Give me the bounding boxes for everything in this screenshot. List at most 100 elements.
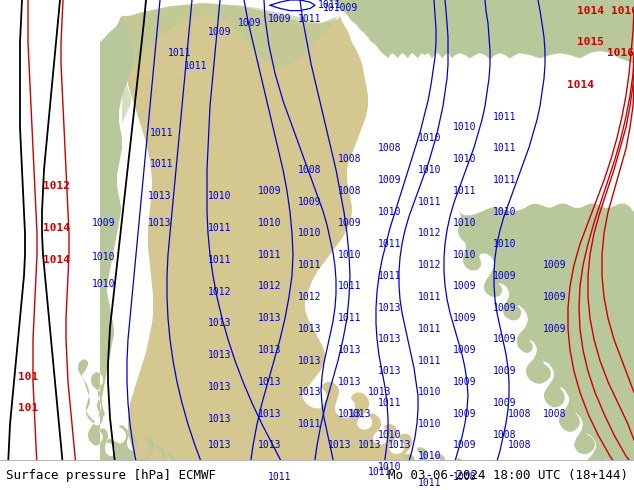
Text: 1011: 1011 xyxy=(298,14,321,24)
Text: Surface pressure [hPa] ECMWF: Surface pressure [hPa] ECMWF xyxy=(6,468,216,482)
Text: 1012: 1012 xyxy=(258,281,281,292)
Text: 1012: 1012 xyxy=(418,228,442,238)
Text: 1010: 1010 xyxy=(378,462,402,472)
Text: 1013: 1013 xyxy=(258,377,281,387)
Text: 1009: 1009 xyxy=(238,18,262,28)
Text: 1013: 1013 xyxy=(208,414,232,424)
Text: 1009: 1009 xyxy=(493,366,517,376)
Text: 1011: 1011 xyxy=(150,159,174,170)
Text: 101: 101 xyxy=(18,371,38,382)
Text: 1008: 1008 xyxy=(508,441,532,450)
Polygon shape xyxy=(333,0,634,64)
Text: 1011: 1011 xyxy=(418,196,442,206)
Text: 1010: 1010 xyxy=(93,252,116,262)
Polygon shape xyxy=(404,204,634,490)
Text: 1011: 1011 xyxy=(258,249,281,260)
Text: 1009: 1009 xyxy=(208,27,232,37)
Text: 1010: 1010 xyxy=(453,218,477,228)
Polygon shape xyxy=(122,3,466,490)
Text: 1012: 1012 xyxy=(298,292,321,302)
Text: 1009: 1009 xyxy=(493,303,517,313)
Text: 1011: 1011 xyxy=(168,48,191,58)
Text: 1013: 1013 xyxy=(258,409,281,418)
Text: 1010: 1010 xyxy=(453,154,477,164)
Text: 1010: 1010 xyxy=(418,133,442,143)
Text: 1009: 1009 xyxy=(453,377,477,387)
Text: 1012: 1012 xyxy=(42,181,70,191)
Text: 1009: 1009 xyxy=(453,345,477,355)
Text: 1009: 1009 xyxy=(543,292,567,302)
Text: 1011: 1011 xyxy=(184,61,208,71)
Text: 1008: 1008 xyxy=(508,409,532,418)
Text: 1011: 1011 xyxy=(418,324,442,334)
Text: 1008: 1008 xyxy=(339,186,362,196)
Text: 1011: 1011 xyxy=(418,478,442,488)
Text: 1011: 1011 xyxy=(378,271,402,281)
Text: 1013: 1013 xyxy=(258,313,281,323)
Text: 1010: 1010 xyxy=(418,451,442,461)
Text: 1009: 1009 xyxy=(453,441,477,450)
Text: 1008: 1008 xyxy=(453,472,477,482)
Text: 1011: 1011 xyxy=(378,239,402,249)
Text: 1011: 1011 xyxy=(208,223,232,233)
Text: 1011: 1011 xyxy=(208,255,232,265)
Text: 1010: 1010 xyxy=(378,207,402,217)
Text: 1013: 1013 xyxy=(208,350,232,360)
Text: 1011: 1011 xyxy=(418,356,442,366)
Text: 1013: 1013 xyxy=(328,441,352,450)
Text: 1013: 1013 xyxy=(388,441,411,450)
Text: 1013: 1013 xyxy=(148,191,172,201)
Text: 1011: 1011 xyxy=(453,186,477,196)
Text: 1014: 1014 xyxy=(567,80,593,90)
Text: 1012: 1012 xyxy=(208,287,232,296)
Text: 1013: 1013 xyxy=(348,409,372,418)
Text: 1013: 1013 xyxy=(258,441,281,450)
Text: 1008: 1008 xyxy=(298,165,321,175)
Text: 1009: 1009 xyxy=(543,260,567,270)
Text: 1009: 1009 xyxy=(339,218,362,228)
Text: 1010: 1010 xyxy=(493,207,517,217)
Text: 1012: 1012 xyxy=(418,260,442,270)
Text: 1009: 1009 xyxy=(258,186,281,196)
Text: 1011: 1011 xyxy=(339,313,362,323)
Text: 1011: 1011 xyxy=(378,398,402,408)
Text: 1013: 1013 xyxy=(339,409,362,418)
Text: 1009: 1009 xyxy=(298,196,321,206)
Text: 101: 101 xyxy=(18,403,38,414)
Polygon shape xyxy=(122,4,338,123)
Text: 1009: 1009 xyxy=(453,313,477,323)
Text: 1008: 1008 xyxy=(493,430,517,440)
Text: 1010: 1010 xyxy=(418,388,442,397)
Text: 1011: 1011 xyxy=(298,260,321,270)
Text: 1013: 1013 xyxy=(298,324,321,334)
Text: 1016: 1016 xyxy=(612,5,634,16)
Text: 1009: 1009 xyxy=(453,281,477,292)
Text: 1009: 1009 xyxy=(93,218,116,228)
Text: 1013: 1013 xyxy=(208,441,232,450)
Text: 1011: 1011 xyxy=(318,0,342,10)
Text: 1011: 1011 xyxy=(493,112,517,122)
Text: 1010: 1010 xyxy=(339,249,362,260)
Text: 1013: 1013 xyxy=(378,303,402,313)
Text: 1010: 1010 xyxy=(93,279,116,289)
Text: 1013: 1013 xyxy=(298,356,321,366)
Text: 1008: 1008 xyxy=(378,144,402,153)
Text: 1010: 1010 xyxy=(418,165,442,175)
Text: 1011: 1011 xyxy=(368,467,392,477)
Text: 1013: 1013 xyxy=(148,218,172,228)
Text: 1008: 1008 xyxy=(339,154,362,164)
Text: 1010: 1010 xyxy=(298,228,321,238)
Text: 1009: 1009 xyxy=(493,271,517,281)
Text: 1008: 1008 xyxy=(543,409,567,418)
Text: 1010: 1010 xyxy=(418,419,442,429)
Text: 1010: 1010 xyxy=(453,249,477,260)
Text: 1014: 1014 xyxy=(42,223,70,233)
Text: 1011: 1011 xyxy=(268,472,292,482)
Text: 1013: 1013 xyxy=(358,441,382,450)
Text: 1016: 1016 xyxy=(607,48,633,58)
Text: 1009: 1009 xyxy=(268,14,292,24)
Text: 1011: 1011 xyxy=(493,175,517,185)
Text: Mo 03-06-2024 18:00 UTC (18+144): Mo 03-06-2024 18:00 UTC (18+144) xyxy=(387,468,628,482)
Text: 1009: 1009 xyxy=(493,334,517,344)
Text: 1013: 1013 xyxy=(368,388,392,397)
